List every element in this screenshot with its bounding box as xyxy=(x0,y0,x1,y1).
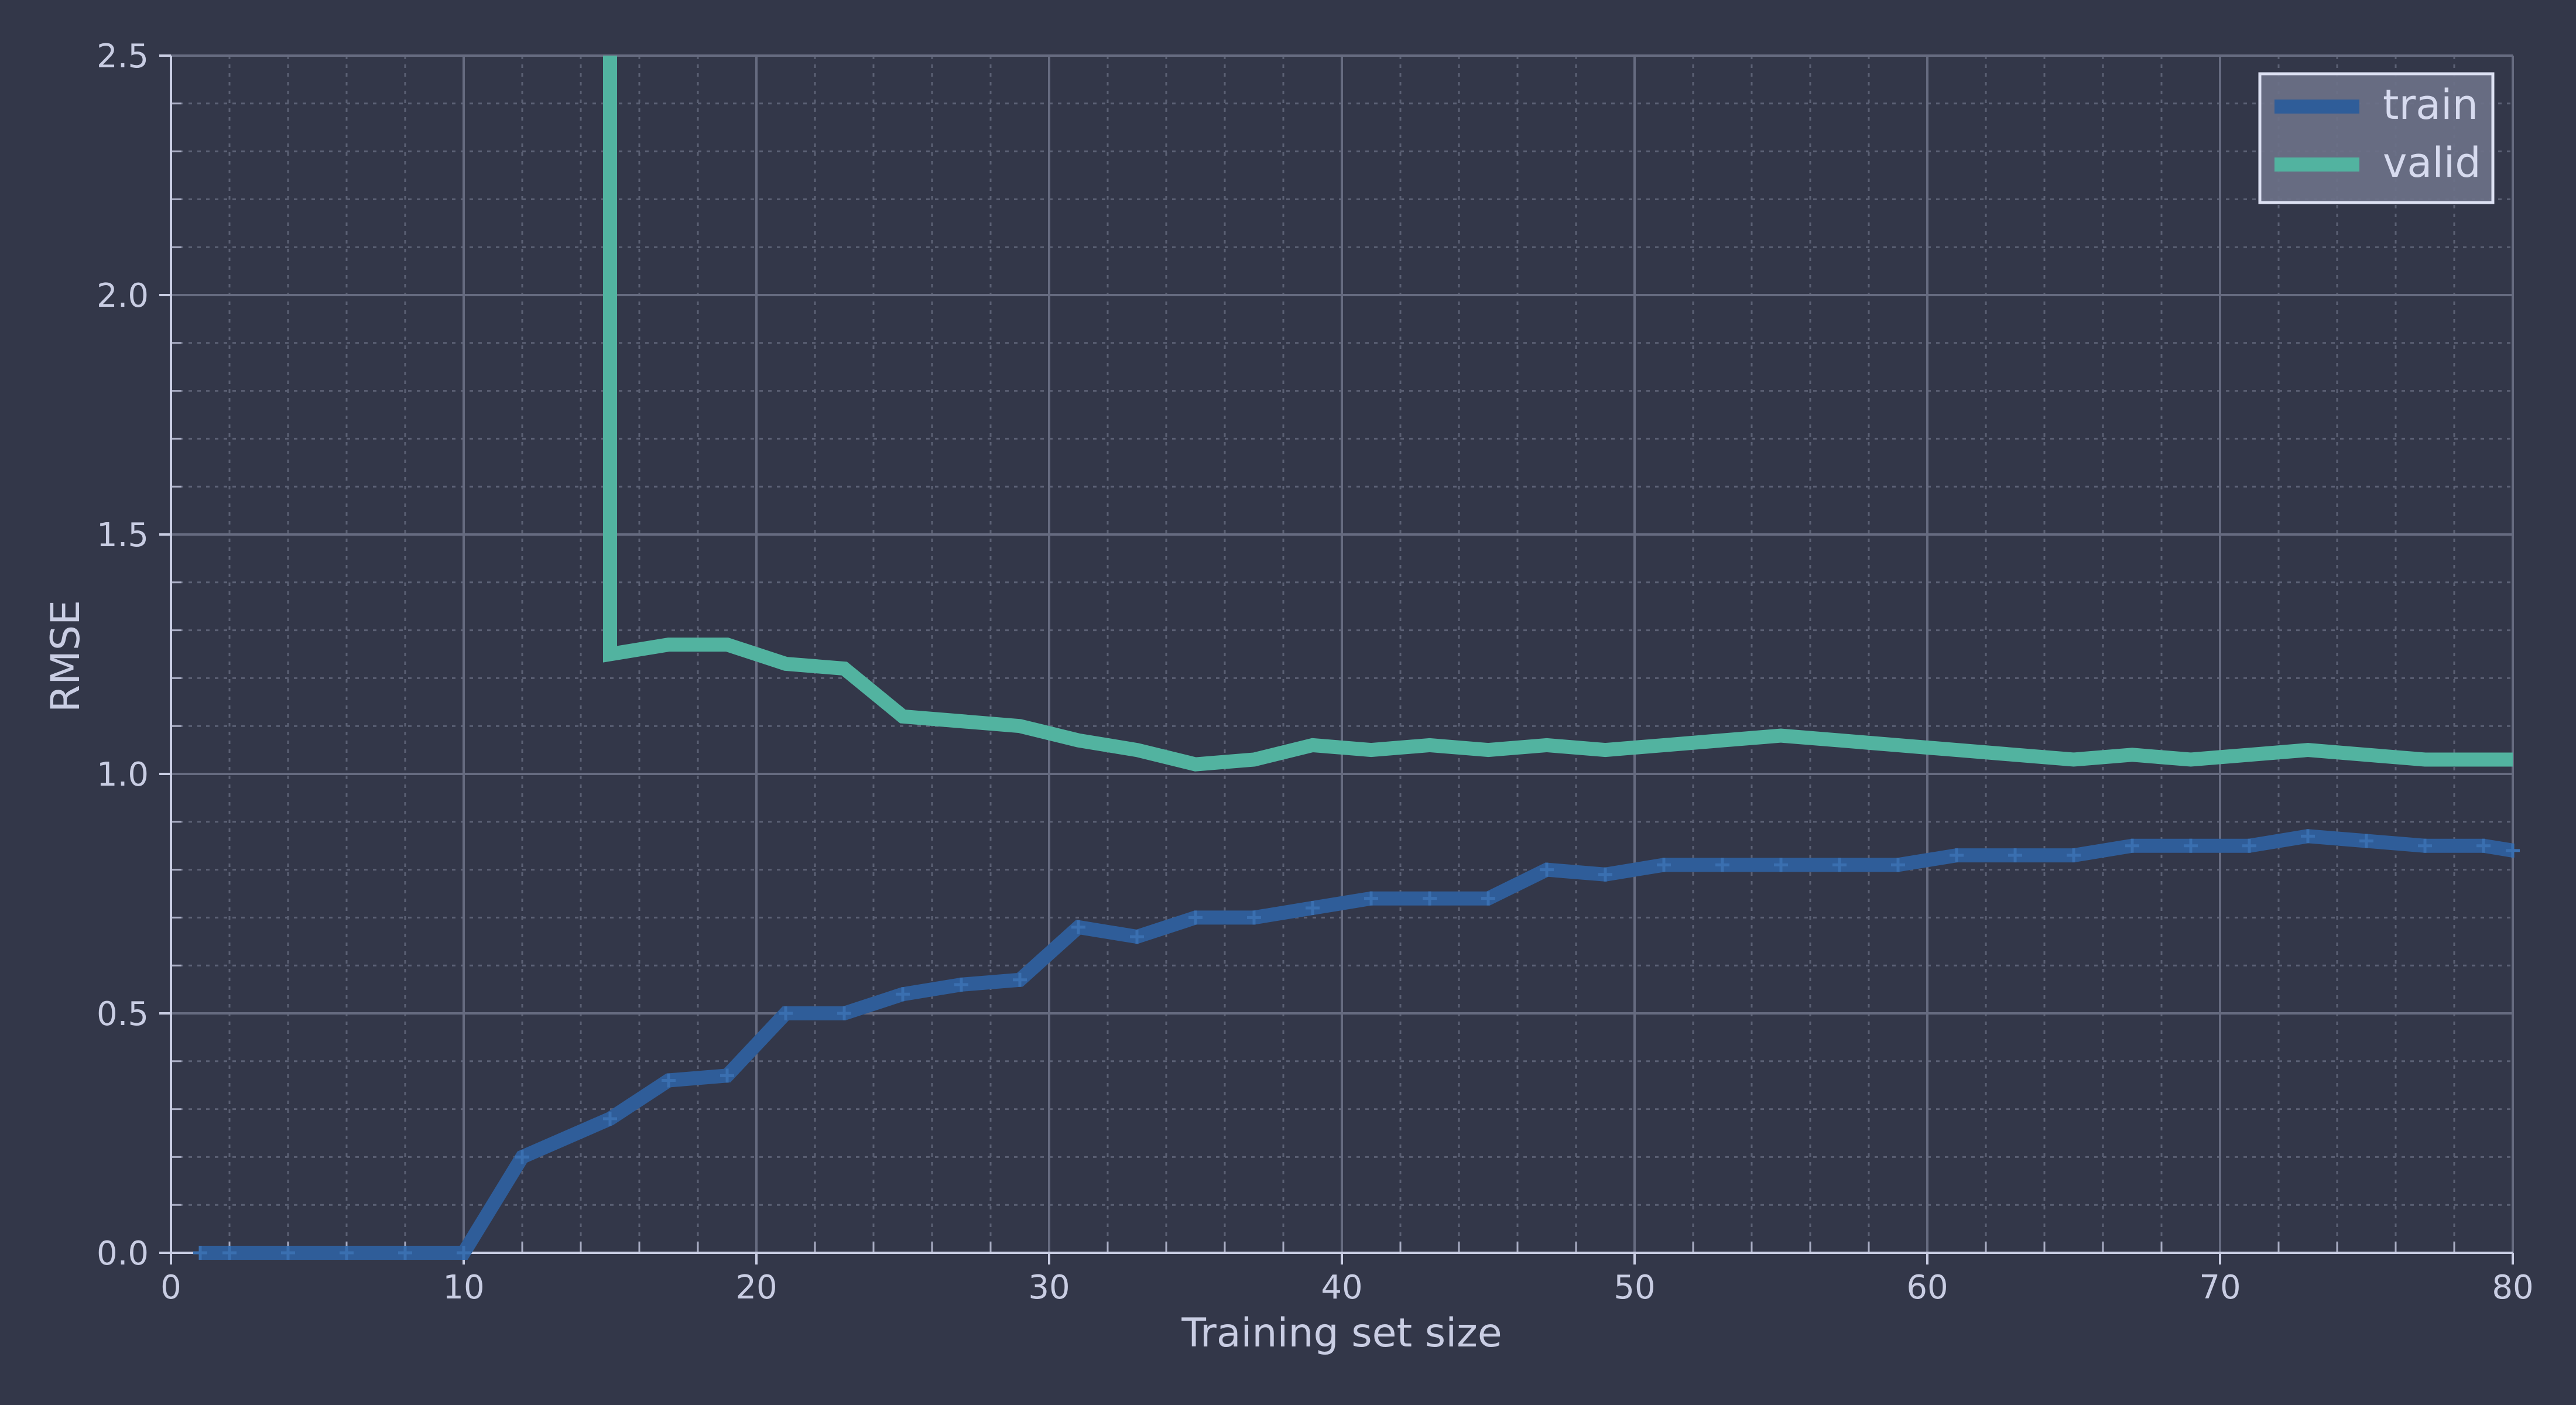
data-point-train xyxy=(281,1246,295,1260)
data-point-train xyxy=(398,1246,412,1260)
data-point-train xyxy=(2242,838,2256,853)
data-point-train xyxy=(2506,843,2520,858)
data-point-train xyxy=(1364,891,1378,906)
legend-valid-label: valid xyxy=(2383,139,2481,187)
x-tick-label: 70 xyxy=(2199,1269,2241,1307)
x-tick-label: 20 xyxy=(735,1269,777,1307)
x-tick-label: 0 xyxy=(160,1269,181,1307)
data-point-train xyxy=(2125,838,2139,853)
data-point-train xyxy=(1832,858,1847,872)
y-tick-label: 2.0 xyxy=(97,277,149,315)
data-point-train xyxy=(1247,910,1261,925)
data-point-train xyxy=(1598,867,1612,882)
data-point-train xyxy=(2184,838,2198,853)
y-tick-label: 0.5 xyxy=(97,995,149,1033)
data-point-train xyxy=(1774,858,1788,872)
data-point-train xyxy=(2359,834,2373,848)
data-point-train xyxy=(2476,838,2491,853)
data-point-train xyxy=(1715,858,1729,872)
legend: train valid xyxy=(2258,72,2495,204)
x-tick-label: 80 xyxy=(2492,1269,2533,1307)
data-point-train xyxy=(662,1073,676,1088)
y-tick-label: 1.5 xyxy=(97,516,149,554)
data-point-train xyxy=(515,1150,529,1164)
data-point-train xyxy=(2418,838,2432,853)
data-point-train xyxy=(193,1246,207,1260)
y-tick-label: 1.0 xyxy=(97,756,149,794)
series-line-valid xyxy=(603,56,2513,772)
y-tick-label: 2.5 xyxy=(97,37,149,76)
x-tick-label: 40 xyxy=(1321,1269,1362,1307)
data-point-train xyxy=(1130,930,1144,944)
data-point-train xyxy=(1188,910,1203,925)
series-line-train xyxy=(200,829,2514,1260)
y-tick-label: 0.0 xyxy=(97,1235,149,1273)
data-point-train xyxy=(1540,862,1554,877)
data-point-train xyxy=(340,1246,354,1260)
data-point-train xyxy=(1306,901,1320,916)
x-tick-label: 50 xyxy=(1614,1269,1655,1307)
x-tick-label: 30 xyxy=(1028,1269,1070,1307)
series-layer xyxy=(193,56,2520,1260)
data-point-train xyxy=(1423,891,1437,906)
data-point-train xyxy=(1013,972,1027,987)
data-point-train xyxy=(954,977,968,992)
data-point-train xyxy=(779,1006,793,1020)
data-point-train xyxy=(1481,891,1495,906)
y-axis-label: RMSE xyxy=(43,600,89,712)
data-point-train xyxy=(896,987,910,1002)
legend-box xyxy=(2258,72,2495,204)
data-point-train xyxy=(222,1246,237,1260)
tick-labels: 0 10 20 30 40 50 60 70 80 0.0 0.5 1.0 1.5 2.0 2.5 xyxy=(97,37,2534,1307)
data-point-train xyxy=(1071,920,1085,934)
data-point-train xyxy=(2301,829,2315,844)
data-point-train xyxy=(603,1111,617,1126)
data-point-train xyxy=(1891,858,1905,872)
chart-axes xyxy=(159,54,2514,1264)
data-point-train xyxy=(2067,848,2081,863)
data-point-train xyxy=(2008,848,2022,863)
data-point-train xyxy=(837,1006,851,1020)
data-point-train xyxy=(1950,848,1964,863)
data-point-train xyxy=(1657,858,1671,872)
x-tick-label: 10 xyxy=(443,1269,484,1307)
data-point-train xyxy=(720,1068,734,1083)
legend-train-label: train xyxy=(2383,81,2478,129)
x-axis-label: Training set size xyxy=(1181,1310,1502,1356)
x-tick-label: 60 xyxy=(1906,1269,1948,1307)
data-point-train xyxy=(457,1246,471,1260)
